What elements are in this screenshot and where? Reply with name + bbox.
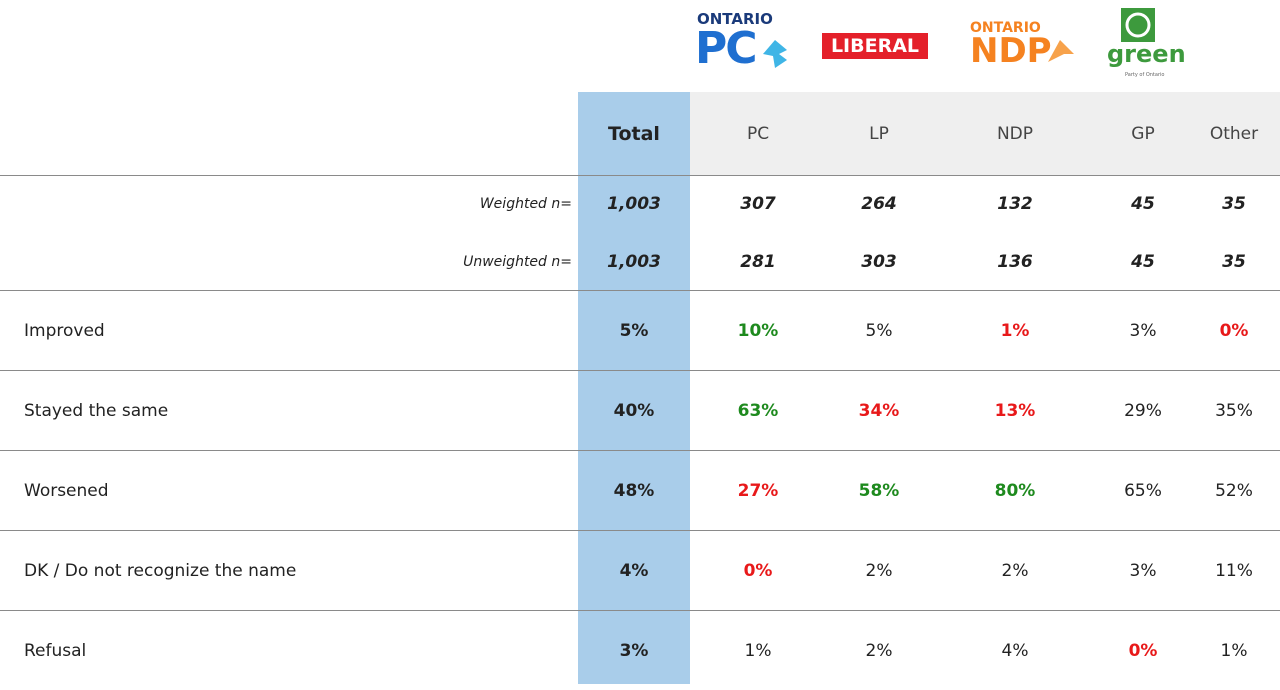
sample-size: 303 xyxy=(861,252,897,272)
value-cell: 1% xyxy=(1220,640,1248,661)
value-cell: 27% xyxy=(737,480,779,501)
value-cell: 1% xyxy=(744,640,772,661)
value-cell: 5% xyxy=(619,320,649,341)
sample-size: 35 xyxy=(1222,252,1246,272)
total-column-bg xyxy=(578,92,690,684)
row-divider xyxy=(0,450,1280,451)
logo-text: ONTARIO xyxy=(970,20,1041,36)
value-cell: 65% xyxy=(1124,480,1162,501)
value-cell: 0% xyxy=(1219,320,1249,341)
value-cell: 11% xyxy=(1215,560,1253,581)
value-cell: 0% xyxy=(1128,640,1158,661)
value-cell: 58% xyxy=(858,480,900,501)
value-cell: 2% xyxy=(865,560,893,581)
value-cell: 52% xyxy=(1215,480,1253,501)
column-header: LP xyxy=(869,123,889,144)
green-logo: green Party of Ontario xyxy=(1105,8,1186,88)
row-label: Improved xyxy=(24,320,105,341)
sample-size: 1,003 xyxy=(607,194,661,214)
ndp-logo: ONTARIO NDP xyxy=(970,20,1075,75)
row-label: DK / Do not recognize the name xyxy=(24,560,297,581)
value-cell: 5% xyxy=(865,320,893,341)
value-cell: 48% xyxy=(613,480,655,501)
value-cell: 3% xyxy=(1129,320,1157,341)
sample-size: 45 xyxy=(1131,252,1155,272)
pc-logo: ONTARIO PC xyxy=(695,10,790,75)
sample-size: 307 xyxy=(740,194,776,214)
value-cell: 29% xyxy=(1124,400,1162,421)
header-bg xyxy=(690,92,1280,175)
value-cell: 35% xyxy=(1215,400,1253,421)
column-header: NDP xyxy=(996,123,1034,144)
logo-icon xyxy=(1121,8,1155,42)
value-cell: 13% xyxy=(994,400,1036,421)
value-cell: 3% xyxy=(619,640,649,661)
sample-size: 281 xyxy=(740,252,776,272)
value-cell: 10% xyxy=(737,320,779,341)
logo-icon xyxy=(1048,40,1074,62)
row-label: Refusal xyxy=(24,640,87,661)
sample-size: 136 xyxy=(997,252,1033,272)
column-header: GP xyxy=(1131,123,1155,144)
value-cell: 63% xyxy=(737,400,779,421)
logo-text: ONTARIO xyxy=(697,10,773,28)
value-cell: 3% xyxy=(1129,560,1157,581)
logo-subtext: Party of Ontario xyxy=(1125,72,1165,78)
value-cell: 4% xyxy=(619,560,649,581)
value-cell: 1% xyxy=(1000,320,1030,341)
value-cell: 34% xyxy=(858,400,900,421)
value-cell: 4% xyxy=(1001,640,1029,661)
sample-size: 264 xyxy=(861,194,897,214)
row-label: Weighted n= xyxy=(479,196,572,212)
row-divider xyxy=(0,175,1280,176)
sample-size: 35 xyxy=(1222,194,1246,214)
column-header: Other xyxy=(1209,123,1259,144)
value-cell: 2% xyxy=(865,640,893,661)
sample-size: 1,003 xyxy=(607,252,661,272)
column-header: Total xyxy=(608,122,660,145)
value-cell: 0% xyxy=(743,560,773,581)
row-divider xyxy=(0,530,1280,531)
value-cell: 2% xyxy=(1001,560,1029,581)
row-label: Stayed the same xyxy=(24,400,169,421)
row-divider xyxy=(0,610,1280,611)
value-cell: 80% xyxy=(994,480,1036,501)
column-header: PC xyxy=(746,123,770,144)
sample-size: 132 xyxy=(997,194,1033,214)
logo-text: green xyxy=(1107,40,1186,68)
value-cell: 40% xyxy=(613,400,655,421)
row-label: Unweighted n= xyxy=(463,254,572,270)
logo-text: PC xyxy=(695,23,758,74)
liberal-logo: LIBERAL xyxy=(822,33,928,59)
logo-text: NDP xyxy=(970,31,1052,71)
row-divider xyxy=(0,370,1280,371)
row-divider xyxy=(0,290,1280,291)
sample-size: 45 xyxy=(1131,194,1155,214)
logo-icon xyxy=(763,40,787,68)
row-label: Worsened xyxy=(24,480,109,501)
